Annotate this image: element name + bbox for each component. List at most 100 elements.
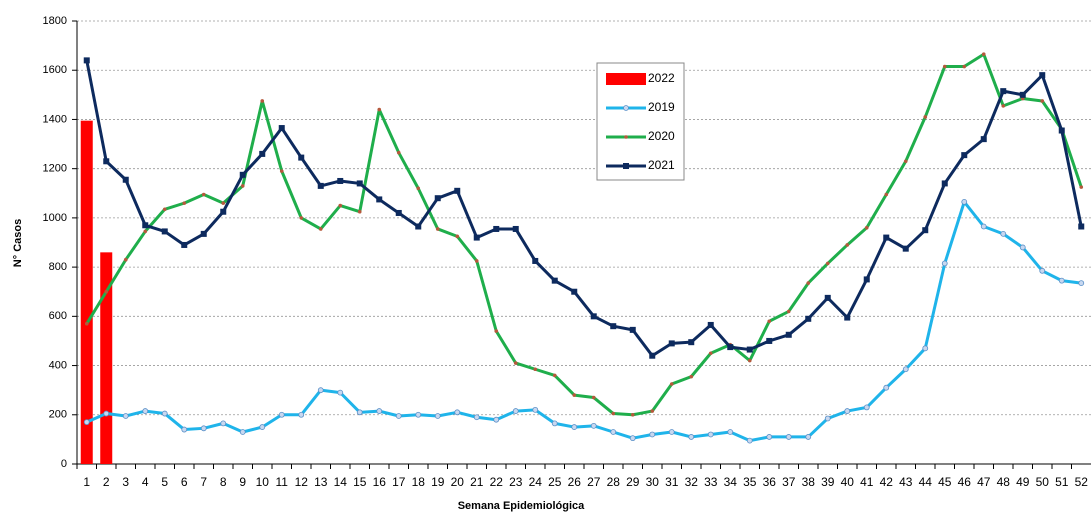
- legend: 2022 2019 2020 2021: [596, 62, 685, 181]
- x-tick-label: 8: [220, 475, 227, 489]
- point: [1078, 280, 1085, 287]
- point: [239, 429, 246, 435]
- x-tick-label: 6: [181, 475, 188, 489]
- point: [473, 234, 480, 241]
- point: [181, 426, 188, 433]
- x-tick-label: 48: [997, 475, 1011, 489]
- x-tick-label: 44: [919, 475, 933, 489]
- y-tick-label: 0: [61, 458, 67, 470]
- x-tick-label: 1: [83, 475, 90, 489]
- point: [961, 152, 968, 159]
- point: [200, 425, 207, 432]
- x-tick-label: 36: [763, 475, 777, 489]
- point: [981, 52, 986, 57]
- point: [1019, 91, 1026, 98]
- point: [434, 413, 441, 419]
- point: [83, 419, 90, 426]
- point: [884, 192, 889, 197]
- point: [688, 434, 695, 440]
- y-axis-title: N° Casos: [12, 219, 24, 267]
- point: [980, 136, 987, 143]
- legend-swatch: [606, 73, 646, 85]
- point: [668, 429, 675, 435]
- legend-label: 2019: [648, 100, 675, 114]
- x-tick-label: 45: [938, 475, 952, 489]
- legend-marker: [623, 163, 629, 169]
- point: [103, 410, 110, 417]
- point: [941, 180, 948, 187]
- x-tick-label: 5: [161, 475, 168, 489]
- point: [650, 409, 655, 413]
- point: [590, 422, 597, 429]
- point: [239, 171, 246, 178]
- point: [356, 180, 363, 187]
- x-tick-label: 51: [1055, 475, 1069, 489]
- point: [805, 434, 812, 440]
- point: [1078, 223, 1085, 230]
- point: [1058, 277, 1065, 284]
- point: [357, 209, 362, 214]
- point: [649, 431, 656, 438]
- point: [143, 229, 148, 234]
- point: [824, 294, 831, 301]
- point: [805, 315, 812, 322]
- point: [298, 154, 305, 161]
- point: [571, 288, 578, 295]
- point: [902, 245, 909, 252]
- point: [942, 64, 947, 69]
- point: [512, 408, 519, 414]
- y-tick-label: 1200: [43, 163, 67, 175]
- point: [552, 373, 557, 378]
- x-tick-label: 39: [821, 475, 835, 489]
- point: [610, 429, 617, 435]
- point: [162, 207, 167, 212]
- x-tick-label: 43: [899, 475, 913, 489]
- x-tick-label: 13: [314, 475, 328, 489]
- x-tick-label: 46: [958, 475, 972, 489]
- point: [532, 257, 539, 264]
- legend-marker: [624, 135, 628, 139]
- x-tick-label: 20: [451, 475, 465, 489]
- point: [395, 209, 402, 216]
- point: [474, 259, 479, 263]
- point: [845, 243, 850, 247]
- point: [1019, 244, 1026, 251]
- y-tick-label: 1600: [43, 64, 67, 76]
- point: [747, 358, 752, 363]
- point: [278, 125, 285, 132]
- y-tick-label: 1800: [43, 15, 67, 27]
- x-tick-label: 42: [880, 475, 894, 489]
- point: [220, 208, 227, 215]
- x-tick-label: 19: [431, 475, 445, 489]
- point: [317, 387, 324, 394]
- point: [161, 228, 168, 235]
- legend-label: 2022: [648, 71, 675, 85]
- point: [454, 187, 461, 194]
- x-tick-label: 35: [743, 475, 757, 489]
- point: [240, 184, 245, 188]
- point: [1039, 72, 1046, 79]
- point: [299, 216, 304, 220]
- point: [630, 412, 635, 417]
- point: [1079, 185, 1084, 189]
- x-tick-label: 12: [295, 475, 309, 489]
- point: [142, 408, 149, 414]
- x-tick-label: 22: [490, 475, 504, 489]
- x-tick-label: 18: [412, 475, 426, 489]
- point: [844, 314, 851, 321]
- point: [416, 186, 421, 191]
- point: [785, 331, 792, 338]
- point: [707, 431, 714, 438]
- point: [415, 223, 422, 230]
- x-tick-label: 34: [724, 475, 738, 489]
- point: [494, 329, 499, 333]
- point: [454, 409, 461, 416]
- point: [434, 195, 441, 202]
- x-tick-label: 33: [704, 475, 718, 489]
- point: [590, 313, 597, 320]
- point: [104, 289, 109, 294]
- y-tick-label: 400: [49, 359, 67, 371]
- x-tick-label: 21: [470, 475, 484, 489]
- x-tick-label: 26: [568, 475, 582, 489]
- point: [533, 367, 538, 372]
